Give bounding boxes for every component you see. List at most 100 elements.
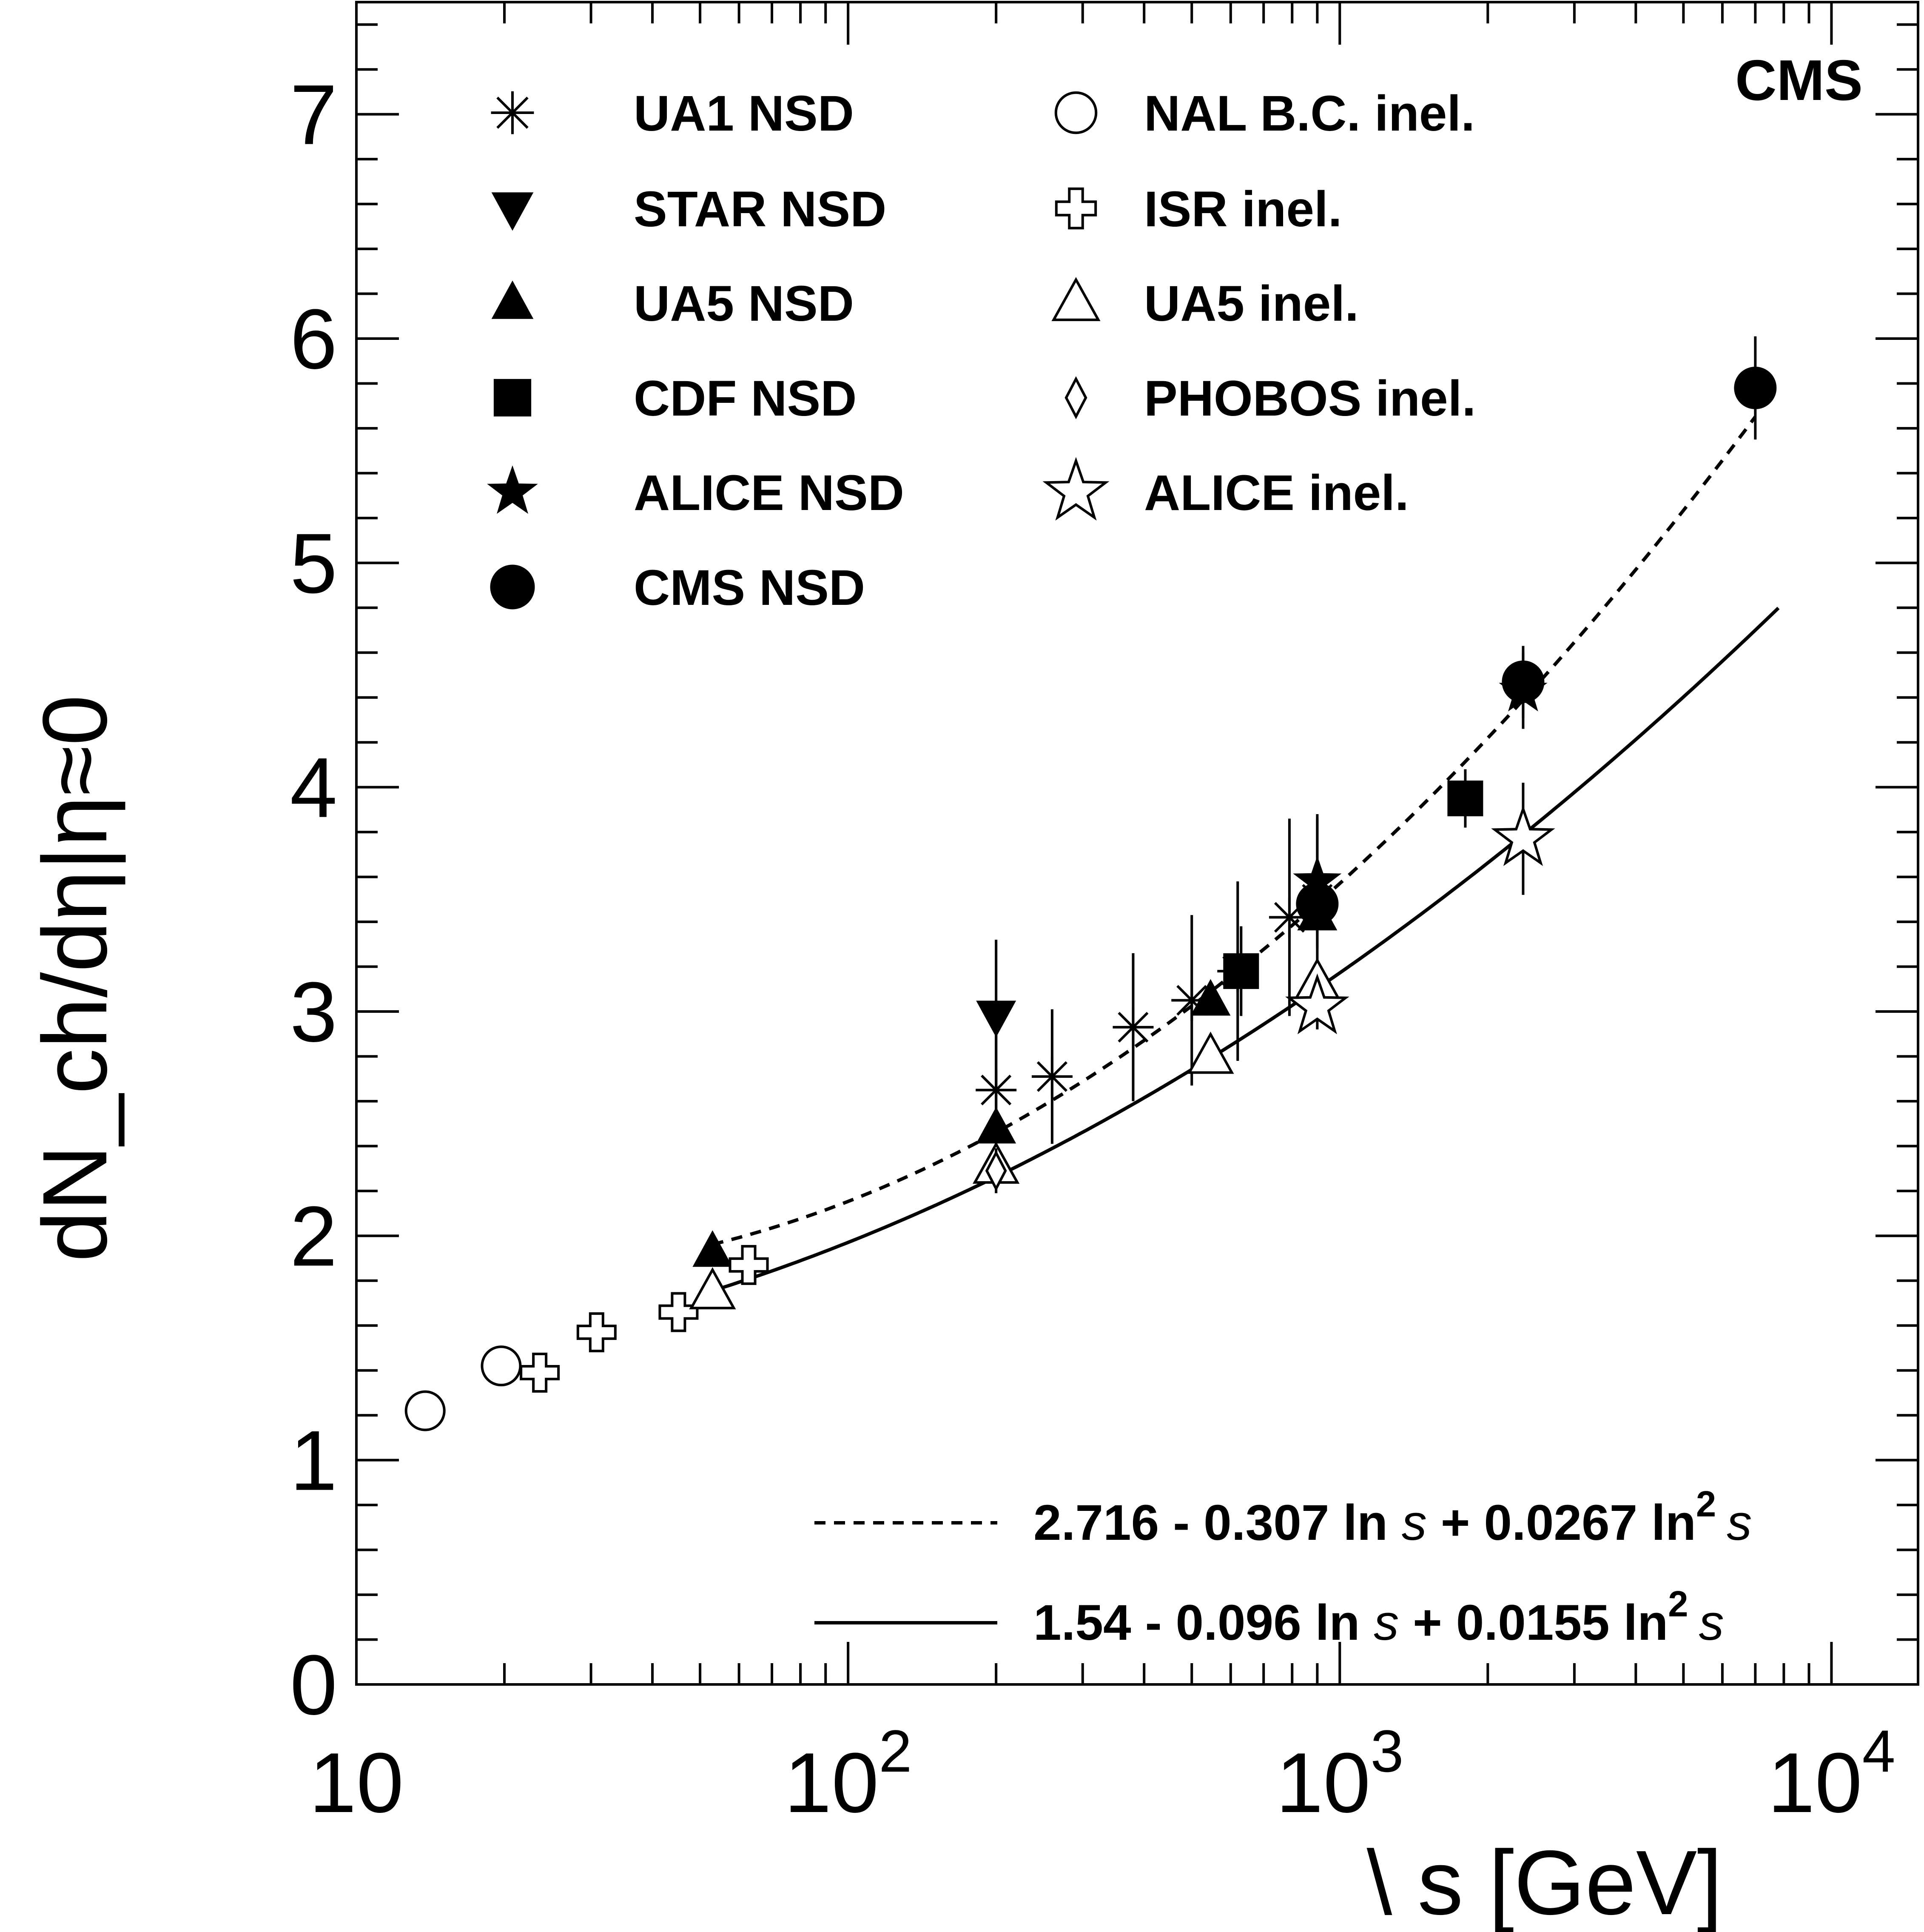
legend-label: ALICE inel. xyxy=(1144,465,1409,521)
data-point-shape xyxy=(1285,973,1349,1034)
fit-label-part: 1.54 - 0.096 ln xyxy=(1033,1595,1374,1651)
y-tick-label: 2 xyxy=(290,1189,337,1284)
legend-marker-shape xyxy=(490,564,535,610)
data-point xyxy=(1491,805,1555,866)
legend-marker-shape xyxy=(1064,376,1087,419)
y-tick-label: 0 xyxy=(290,1638,337,1733)
data-point xyxy=(976,1000,1016,1037)
y-tick-label: 3 xyxy=(290,965,337,1060)
legend-label: NAL B.C. inel. xyxy=(1144,85,1475,142)
legend: UA1 NSD STAR NSD UA5 NSD CDF NSD ALICE NSD CM… xyxy=(487,85,1476,616)
legend-item: ALICE NSD xyxy=(487,465,904,521)
legend-item: PHOBOS inel. xyxy=(1064,370,1476,427)
fit-label-part: 2.716 - 0.307 ln xyxy=(1033,1495,1402,1551)
data-point xyxy=(1296,882,1339,925)
fit-label-var: s xyxy=(1727,1495,1752,1551)
legend-label: STAR NSD xyxy=(634,181,886,237)
legend-marker-shape xyxy=(1042,457,1110,521)
legend-marker-shape xyxy=(491,192,534,231)
x-axis-label: \ s [GeV] xyxy=(1367,1831,1722,1932)
fit-label-var: s xyxy=(1699,1595,1724,1651)
inel-fit-curve xyxy=(712,607,1780,1293)
legend-marker-shape xyxy=(491,280,534,319)
data-point-shape xyxy=(689,1267,736,1310)
fit-legend-item: 2.716 - 0.307 ln s + 0.0267 ln2 s xyxy=(814,1484,1752,1551)
data-point-shape xyxy=(1502,660,1545,703)
fit-label-sup: 2 xyxy=(1696,1484,1716,1525)
data-point xyxy=(1285,973,1349,1034)
data-points xyxy=(404,336,1777,1431)
data-point-shape xyxy=(1187,1032,1234,1074)
data-point xyxy=(1113,1006,1154,1048)
series-isr-inel xyxy=(520,1245,769,1393)
legend-item: ALICE inel. xyxy=(1042,457,1409,521)
data-point-stroke xyxy=(1118,1012,1149,1043)
x-tick-base: 10 xyxy=(784,1735,879,1830)
legend-marker xyxy=(491,91,534,134)
data-point xyxy=(689,1267,736,1310)
legend-item: UA1 NSD xyxy=(491,85,854,142)
plot-border xyxy=(355,1,1919,1686)
x-tick-exponent: 2 xyxy=(879,1718,912,1784)
y-axis-label: dN_ch/dη|η≈0 xyxy=(23,695,126,1262)
fit-label-part: + 0.0267 ln xyxy=(1427,1495,1696,1551)
legend-label: UA5 NSD xyxy=(634,276,854,332)
data-point xyxy=(404,1390,446,1431)
x-tick-base: 10 xyxy=(1276,1735,1370,1830)
legend-item: STAR NSD xyxy=(491,181,886,237)
y-tick-label: 7 xyxy=(290,68,337,162)
legend-label: UA1 NSD xyxy=(634,85,854,142)
x-tick-label: 104 xyxy=(1767,1718,1895,1830)
series-nal-b-c-inel xyxy=(404,1345,522,1431)
y-tick-label: 6 xyxy=(290,292,337,387)
data-point xyxy=(692,1230,733,1267)
data-point xyxy=(976,1107,1016,1144)
x-tick-base: 10 xyxy=(309,1735,404,1830)
y-tick-label: 1 xyxy=(290,1413,337,1508)
data-point xyxy=(576,1312,617,1353)
data-point xyxy=(658,1292,699,1332)
legend-label: CDF NSD xyxy=(634,370,857,427)
data-point-shape xyxy=(1491,805,1555,866)
data-point xyxy=(1447,781,1483,817)
fit-legend-label: 2.716 - 0.307 ln s + 0.0267 ln2 s xyxy=(1033,1484,1752,1551)
fit-legend: 2.716 - 0.307 ln s + 0.0267 ln2 s1.54 - 0… xyxy=(814,1484,1752,1651)
x-tick-label: 10 xyxy=(309,1735,404,1830)
x-tick-exponent: 4 xyxy=(1862,1718,1896,1784)
data-point xyxy=(1502,660,1545,703)
legend-label: PHOBOS inel. xyxy=(1144,370,1476,427)
data-point-shape xyxy=(692,1230,733,1267)
legend-label: UA5 inel. xyxy=(1144,276,1359,332)
legend-label: CMS NSD xyxy=(634,560,865,616)
y-tick-label: 5 xyxy=(290,516,337,611)
data-point-shape xyxy=(976,1107,1016,1144)
data-point-shape xyxy=(481,1345,522,1387)
data-point-shape xyxy=(729,1245,769,1285)
data-point xyxy=(481,1345,522,1387)
legend-marker xyxy=(491,280,534,319)
fit-label-var: s xyxy=(1374,1595,1399,1651)
series-cms-nsd xyxy=(1296,336,1777,933)
legend-marker xyxy=(487,465,538,514)
legend-marker xyxy=(1042,457,1110,521)
legend-marker xyxy=(493,379,532,417)
legend-item: CDF NSD xyxy=(493,370,857,427)
legend-marker-stroke xyxy=(496,97,529,129)
legend-marker xyxy=(491,192,534,231)
data-point-shape xyxy=(985,1150,1007,1191)
legend-marker-shape xyxy=(493,379,532,417)
x-tick-exponent: 3 xyxy=(1371,1718,1404,1784)
fit-label-sup: 2 xyxy=(1668,1584,1688,1624)
legend-marker-shape xyxy=(1055,187,1097,230)
legend-marker-shape xyxy=(1054,91,1098,134)
data-point-shape xyxy=(520,1353,560,1393)
data-point xyxy=(1223,953,1259,989)
legend-label: ISR inel. xyxy=(1144,181,1342,237)
y-tick-label: 4 xyxy=(290,741,337,835)
legend-item: UA5 NSD xyxy=(491,276,854,332)
series-alice-inel xyxy=(1285,783,1555,1034)
legend-marker-shape xyxy=(1051,277,1101,321)
legend-marker xyxy=(1064,376,1087,419)
